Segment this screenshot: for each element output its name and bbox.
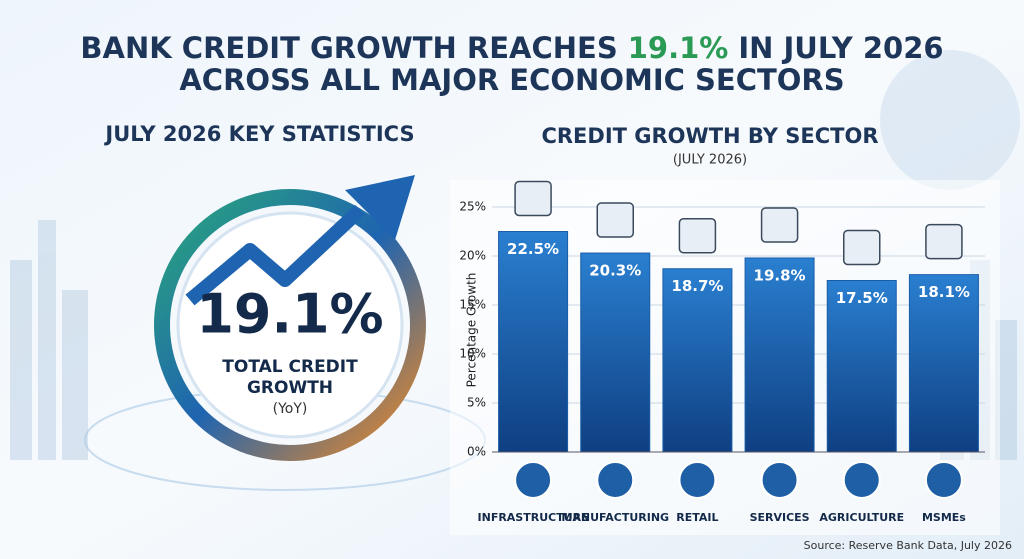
chart-subtitle: (JULY 2026) (673, 153, 747, 168)
bar-value-label: 18.1% (918, 283, 970, 301)
x-tick-label: MSMEs (922, 511, 966, 524)
key-stat-note: (YoY) (273, 401, 308, 417)
y-axis-label: Percentage Growth (465, 273, 479, 388)
sector-icon (925, 223, 963, 260)
globe (880, 50, 1020, 190)
key-stats-title: JULY 2026 KEY STATISTICS (103, 122, 414, 146)
y-tick-label: 20% (459, 249, 486, 263)
arrow-head (345, 175, 415, 240)
sector-badge (596, 461, 635, 499)
x-tick-label: AGRICULTURE (819, 511, 904, 524)
bar (580, 252, 651, 453)
y-tick-label: 15% (459, 298, 486, 312)
ring (154, 189, 426, 461)
headline-highlight: 19.1% (628, 31, 729, 65)
bar (826, 280, 897, 453)
sector-badge (678, 461, 717, 499)
sector-icon (843, 229, 881, 266)
plot: 0% 5% 10% 15% 20% 25% 22.5% INFRASTRUCTURE 20.3%… (459, 180, 985, 524)
y-tick-label: 25% (459, 200, 486, 214)
bar-value-label: 20.3% (589, 262, 641, 280)
y-tick-label: 10% (459, 347, 486, 361)
y-tick-label: 5% (467, 396, 486, 410)
sector-badge (514, 461, 553, 499)
chart-title: CREDIT GROWTH BY SECTOR (541, 124, 878, 148)
key-stat-label: TOTAL CREDIT (222, 357, 358, 377)
bar-value-label: 19.8% (754, 266, 806, 284)
bar-value-label: 22.5% (507, 240, 559, 258)
growth-arrow (185, 204, 365, 306)
sector-icon (760, 207, 799, 243)
key-stat-value: 19.1% (196, 283, 383, 346)
bar-value-label: 17.5% (836, 289, 888, 307)
sector-badge (924, 461, 963, 499)
headline-trail: IN JULY 2026 (738, 31, 943, 65)
bar (498, 231, 569, 453)
headline-line2: ACROSS ALL MAJOR ECONOMIC SECTORS (179, 63, 844, 97)
x-tick-label: INFRASTRUCTURE (478, 511, 589, 524)
headline-lead: BANK CREDIT GROWTH REACHES (80, 31, 617, 65)
bar (662, 268, 733, 453)
source: Source: Reserve Bank Data, July 2026 (804, 539, 1012, 552)
y-tick-label: 0% (467, 445, 486, 459)
bar (908, 274, 979, 453)
x-tick-label: MANUFACTURING (561, 511, 669, 524)
bar-value-label: 18.7% (671, 277, 723, 295)
sector-icon (514, 180, 552, 217)
sector-icon (678, 217, 717, 254)
headline: BANK CREDIT GROWTH REACHES 19.1% IN JULY 2… (80, 31, 943, 65)
key-stat-label: GROWTH (247, 378, 333, 398)
x-tick-label: RETAIL (676, 511, 718, 524)
x-tick-label: SERVICES (750, 511, 810, 524)
sector-badge (760, 461, 799, 499)
sector-icon (596, 202, 634, 238)
bar (744, 257, 815, 453)
sector-badge (842, 461, 881, 499)
